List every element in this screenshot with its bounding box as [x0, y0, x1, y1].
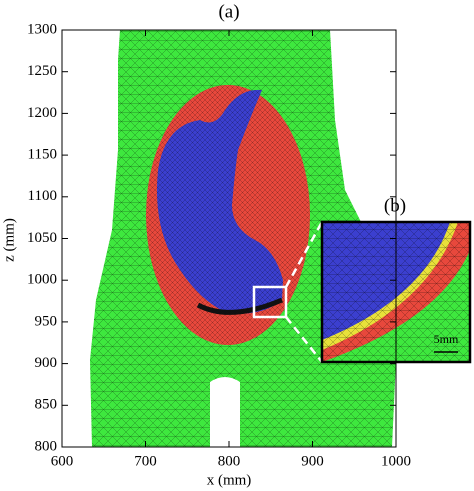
y-tick-label: 1050 [27, 230, 57, 246]
x-tick-label: 800 [218, 453, 241, 469]
x-tick-label: 600 [51, 453, 74, 469]
y-axis-label: z (mm) [1, 218, 17, 262]
y-tick-label: 950 [35, 313, 58, 329]
x-tick-label: 700 [134, 453, 157, 469]
inset-label: (b) [384, 195, 406, 216]
zoom-box [252, 285, 288, 319]
x-axis-label: x (mm) [207, 472, 252, 488]
y-tick-label: 1150 [28, 147, 57, 163]
chart-title: (a) [218, 1, 239, 22]
y-tick-label: 1250 [27, 63, 57, 79]
x-tick-label: 1000 [381, 453, 411, 469]
zoom-line [285, 316, 323, 363]
y-tick-label: 1100 [28, 188, 57, 204]
y-tick-label: 800 [35, 438, 58, 454]
mesh-image [90, 30, 396, 447]
scale-label: 5mm [434, 332, 459, 346]
y-tick-label: 850 [35, 397, 58, 413]
y-tick-label: 1200 [27, 105, 57, 121]
x-tick-label: 900 [301, 453, 324, 469]
y-tick-label: 900 [35, 355, 58, 371]
y-tick-label: 1000 [27, 272, 57, 288]
y-tick-label: 1300 [27, 21, 57, 37]
